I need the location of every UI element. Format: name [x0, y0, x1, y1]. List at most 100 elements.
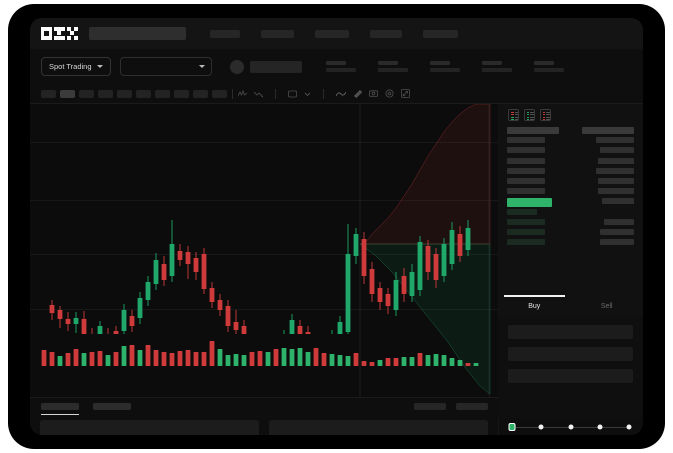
- orderbook-size-cell: [596, 167, 634, 174]
- nav-item-3[interactable]: [315, 29, 349, 38]
- orderbook-size-cell: [602, 198, 634, 205]
- orderbook-size-cell: [582, 127, 634, 134]
- orderbook-both-icon[interactable]: [508, 109, 519, 121]
- line-style-icon[interactable]: [336, 90, 346, 98]
- nav-item-4[interactable]: [370, 29, 402, 38]
- spot-trading-label: Spot Trading: [49, 62, 92, 71]
- orderbook-row[interactable]: [498, 167, 643, 178]
- bottom-card-2[interactable]: [269, 420, 488, 435]
- stat-24h-low: [429, 61, 460, 72]
- stat-24h-turnover-label: [533, 61, 554, 65]
- stat-24h-turnover-value: [533, 68, 564, 72]
- stat-24h-change-label: [325, 61, 346, 65]
- timeframe-button-5[interactable]: [117, 89, 132, 98]
- spot-trading-dropdown[interactable]: Spot Trading: [41, 57, 111, 76]
- orderbook-layout-toggles: [498, 104, 643, 121]
- slider-step-1[interactable]: [508, 423, 516, 431]
- chart-tool-group: [238, 88, 410, 99]
- fullscreen-icon[interactable]: [401, 89, 410, 98]
- orderbook-price-cell: [507, 228, 545, 235]
- market-stats: [325, 61, 564, 72]
- order-price-field[interactable]: [508, 325, 633, 339]
- timeframe-button-4[interactable]: [98, 89, 113, 98]
- chevron-down-icon: [198, 65, 205, 68]
- search-input[interactable]: [89, 27, 186, 40]
- orderbook-row[interactable]: [498, 188, 643, 198]
- camera-icon[interactable]: [369, 89, 378, 98]
- slider-step-5[interactable]: [626, 424, 632, 430]
- price-chart[interactable]: [30, 104, 498, 397]
- timeframe-button-9[interactable]: [193, 89, 208, 98]
- nav-item-1[interactable]: [210, 29, 240, 38]
- orderbook-row[interactable]: [498, 137, 643, 147]
- orderbook-row[interactable]: [498, 177, 643, 188]
- trading-pair-dropdown[interactable]: [119, 57, 212, 76]
- bottom-action-2[interactable]: [456, 403, 488, 410]
- orderbook-price-cell: [507, 218, 545, 225]
- device-frame: Spot Trading: [8, 4, 665, 449]
- logo-letter-k: [54, 27, 65, 40]
- bottom-card-1[interactable]: [40, 420, 259, 435]
- gridline-2: [30, 200, 498, 201]
- orderbook-row[interactable]: [498, 157, 643, 168]
- tab-open-orders[interactable]: [41, 403, 79, 415]
- timeframe-button-8[interactable]: [174, 89, 189, 98]
- timeframe-button-7[interactable]: [155, 89, 170, 98]
- nav-item-5[interactable]: [423, 29, 458, 38]
- timeframe-button-1[interactable]: [41, 89, 56, 98]
- candlestick-series: [49, 220, 471, 334]
- stat-24h-turnover: [533, 61, 564, 72]
- trade-side-tabs: Buy Sell: [498, 295, 643, 317]
- app-header: [30, 18, 643, 49]
- orderbook-size-cell: [600, 239, 634, 246]
- timeframe-button-3[interactable]: [79, 89, 94, 98]
- tab-order-history[interactable]: [93, 403, 131, 410]
- orderbook-asks-icon[interactable]: [540, 109, 551, 121]
- toolbar-divider: [323, 88, 324, 99]
- tab-sell[interactable]: Sell: [571, 295, 644, 317]
- depth-bid-area: [359, 243, 491, 395]
- gridline-3: [30, 254, 498, 255]
- orderbook-row[interactable]: [498, 127, 643, 137]
- orderbook-bids-icon[interactable]: [524, 109, 535, 121]
- timeframe-button-10[interactable]: [212, 89, 227, 98]
- orderbook-price-cell: [507, 167, 545, 174]
- orderbook-price-cell: [507, 147, 545, 154]
- tab-buy-label: Buy: [528, 302, 541, 310]
- slider-step-2[interactable]: [538, 424, 544, 430]
- orderbook-price-cell: [507, 157, 545, 164]
- slider-step-4[interactable]: [597, 424, 603, 430]
- orderbook-row[interactable]: [498, 208, 643, 219]
- magnet-icon[interactable]: [353, 89, 362, 98]
- indicators-icon[interactable]: [238, 89, 247, 98]
- bottom-action-1[interactable]: [414, 403, 446, 410]
- toolbar-divider: [232, 88, 233, 99]
- orderbook-row[interactable]: [498, 228, 643, 239]
- okx-logo[interactable]: [41, 27, 78, 40]
- orderbook-row[interactable]: [498, 218, 643, 229]
- template-icon[interactable]: [288, 90, 297, 98]
- orders-cards: [30, 420, 498, 435]
- coin-avatar: [229, 59, 244, 74]
- orderbook-size-cell: [604, 218, 634, 225]
- last-price-block: [229, 59, 302, 74]
- order-total-field[interactable]: [508, 369, 633, 383]
- amount-slider[interactable]: [508, 422, 633, 432]
- slider-step-3[interactable]: [568, 424, 573, 430]
- volume-series: [41, 341, 479, 366]
- chevron-down-icon[interactable]: [304, 91, 311, 97]
- orderbook-price-cell: [507, 208, 537, 215]
- logo-letter-o: [41, 27, 52, 40]
- orderbook-row[interactable]: [498, 147, 643, 157]
- orderbook-row[interactable]: [498, 239, 643, 249]
- orderbook-row[interactable]: [498, 198, 643, 208]
- tab-buy[interactable]: Buy: [498, 295, 571, 317]
- order-amount-field[interactable]: [508, 347, 633, 361]
- timeframe-button-6[interactable]: [136, 89, 151, 98]
- timeframe-button-2[interactable]: [60, 89, 75, 98]
- compare-icon[interactable]: [254, 90, 263, 98]
- orderbook-price-cell: [507, 188, 545, 195]
- depth-ask-area: [359, 104, 491, 245]
- nav-item-2[interactable]: [261, 29, 294, 38]
- settings-icon[interactable]: [385, 89, 394, 98]
